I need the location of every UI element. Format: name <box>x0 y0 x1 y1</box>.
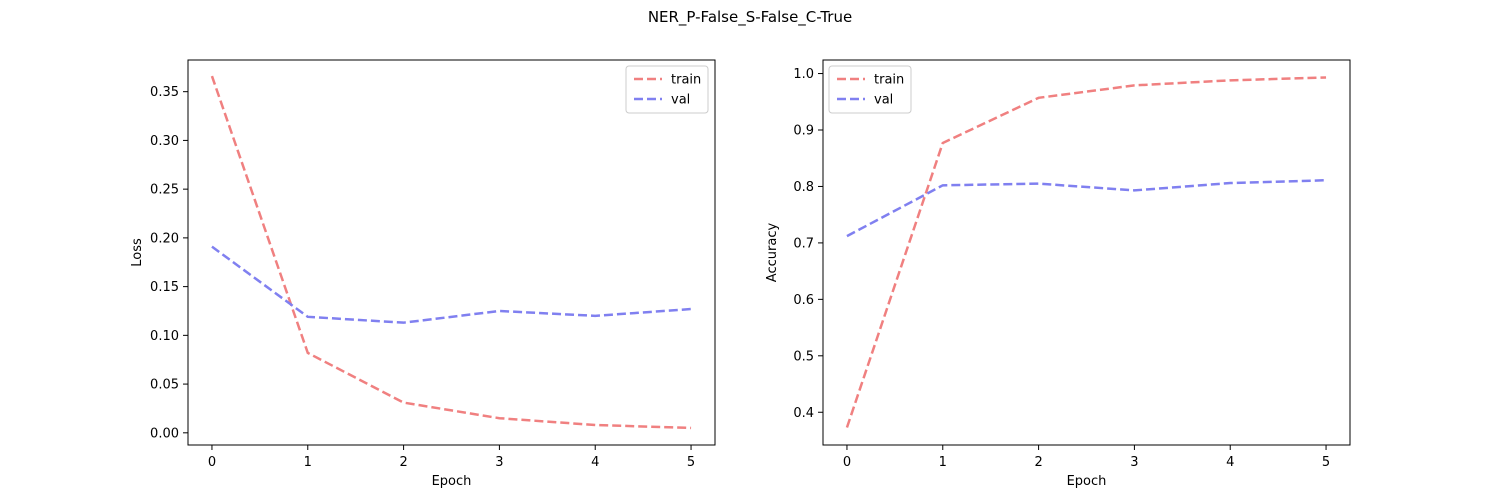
loss-xtick-label: 0 <box>208 455 216 470</box>
accuracy-ytick-label: 0.5 <box>793 349 814 364</box>
accuracy-ytick-label: 0.4 <box>793 406 814 421</box>
accuracy-ytick-label: 0.8 <box>793 180 814 195</box>
loss-xtick-label: 3 <box>495 455 503 470</box>
loss-ytick-label: 0.10 <box>150 329 179 344</box>
accuracy-ytick-label: 1.0 <box>793 67 814 82</box>
loss-series-train-line <box>210 75 692 430</box>
loss-xtick-label: 2 <box>399 455 407 470</box>
accuracy-legend-label-val: val <box>874 93 893 108</box>
loss-xtick-label: 5 <box>687 455 695 470</box>
accuracy-legend-label-train: train <box>874 73 904 88</box>
accuracy-xtick-label: 3 <box>1130 455 1138 470</box>
loss-ytick-label: 0.25 <box>150 183 179 198</box>
loss-plot-frame <box>187 59 716 446</box>
accuracy-xtick-label: 5 <box>1322 455 1330 470</box>
accuracy-xtick-label: 1 <box>939 455 947 470</box>
loss-ytick-label: 0.30 <box>150 134 179 149</box>
accuracy-ylabel: Accuracy <box>765 223 780 283</box>
loss-legend-label-train: train <box>671 73 701 88</box>
loss-ylabel: Loss <box>130 238 145 267</box>
loss-ytick-label: 0.05 <box>150 378 179 393</box>
accuracy-series-train-line <box>845 76 1327 428</box>
accuracy-ytick-label: 0.7 <box>793 236 814 251</box>
accuracy-ytick-label: 0.9 <box>793 124 814 139</box>
accuracy-chart: 0 1 2 3 4 5 0.4 0.5 0.6 0.7 0.8 0.9 1.0 Epoch Accuracy… <box>765 59 1351 489</box>
loss-xtick-label: 1 <box>304 455 312 470</box>
loss-xlabel: Epoch <box>432 474 472 489</box>
loss-legend-label-val: val <box>671 93 690 108</box>
loss-legend-box <box>625 65 709 114</box>
loss-ytick-label: 0.35 <box>150 85 179 100</box>
accuracy-xtick-label: 0 <box>843 455 851 470</box>
accuracy-xtick-label: 4 <box>1226 455 1234 470</box>
accuracy-plot-frame <box>822 59 1351 446</box>
loss-xtick-label: 4 <box>591 455 599 470</box>
accuracy-ytick-label: 0.6 <box>793 293 814 308</box>
accuracy-legend-box <box>828 65 912 114</box>
accuracy-xtick-label: 2 <box>1034 455 1042 470</box>
loss-chart: 0 1 2 3 4 5 0.00 0.05 0.10 0.15 0.20 0.25 0.30 0.35 Ep… <box>130 59 716 489</box>
loss-series-val-line <box>211 245 692 324</box>
loss-ytick-label: 0.20 <box>150 231 179 246</box>
accuracy-xlabel: Epoch <box>1067 474 1107 489</box>
figure-suptitle: NER_P-False_S-False_C-True <box>648 8 852 27</box>
accuracy-series-val-line <box>846 178 1327 238</box>
loss-ytick-label: 0.15 <box>150 280 179 295</box>
loss-ytick-label: 0.00 <box>150 426 179 441</box>
